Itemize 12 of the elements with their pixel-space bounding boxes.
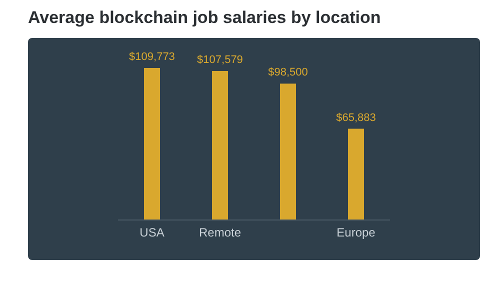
chart-title: Average blockchain job salaries by location	[28, 8, 382, 28]
bar	[280, 84, 296, 220]
x-tick-label: Europe	[336, 226, 376, 240]
data-label: $98,500	[268, 66, 308, 79]
x-tick-label: Remote	[198, 226, 242, 240]
bar	[212, 71, 228, 220]
x-tick-label: USA	[140, 226, 164, 240]
bar	[348, 128, 364, 220]
data-label: $107,579	[197, 54, 243, 66]
bar	[144, 68, 160, 220]
data-label: $109,773	[129, 51, 175, 63]
data-label: $65,883	[336, 112, 376, 124]
